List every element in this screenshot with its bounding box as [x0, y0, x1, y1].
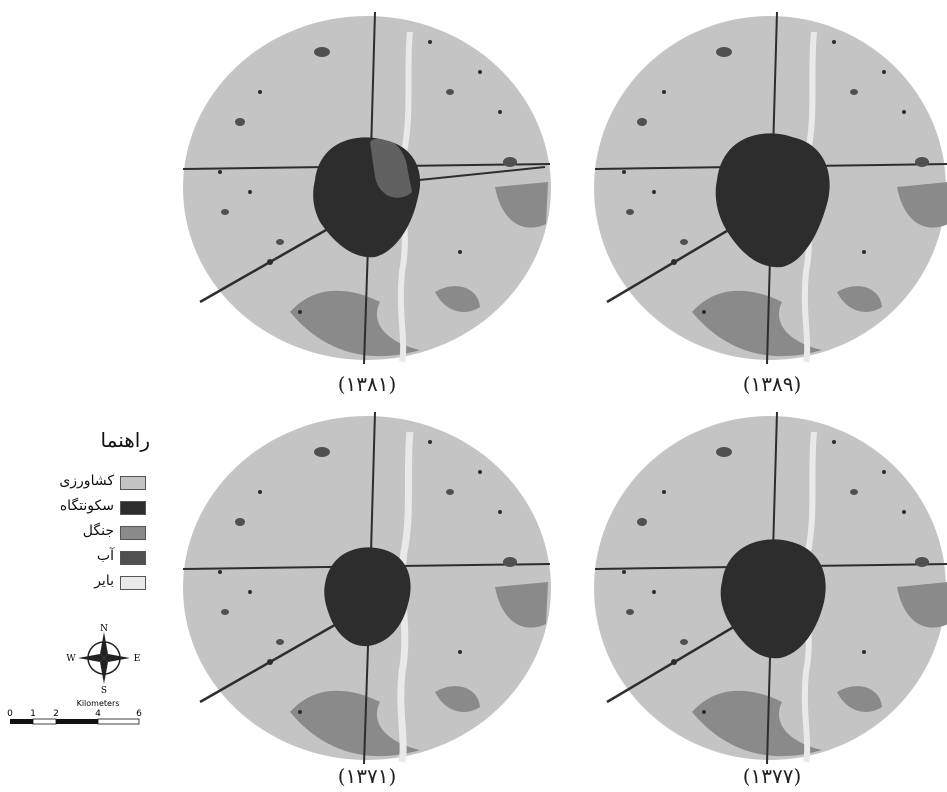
scale-unit: Kilometers — [77, 699, 120, 708]
legend-swatch — [120, 576, 146, 590]
map-caption-1381: (۱۳۸۱) — [337, 372, 397, 396]
land-use-map-1377 — [594, 412, 947, 764]
scale-tick-2: 2 — [53, 709, 59, 719]
scale-tick-4: 4 — [95, 709, 101, 719]
map-caption-1377: (۱۳۷۷) — [742, 764, 802, 788]
legend-swatch — [120, 526, 146, 540]
compass-w: W — [66, 654, 76, 664]
map-caption-1371: (۱۳۷۱) — [337, 764, 397, 788]
legend-label: جنگل — [82, 523, 114, 539]
map-caption-1389: (۱۳۸۹) — [742, 372, 802, 396]
compass-s: S — [101, 686, 107, 693]
legend-item-agriculture: کشاورزی — [38, 473, 146, 493]
legend-item-forest: جنگل — [38, 523, 146, 543]
compass-e: E — [134, 654, 141, 664]
legend-label: آب — [96, 548, 114, 564]
scale-tick-0: 0 — [7, 709, 13, 719]
scale-bar: Kilometers 0 1 2 4 6 — [7, 699, 142, 725]
legend-item-barren: بایر — [38, 573, 146, 593]
legend-item-settlement: سکونتگاه — [38, 498, 146, 518]
land-use-map-1371 — [182, 412, 551, 764]
legend-label: بایر — [94, 573, 114, 589]
compass-n: N — [100, 624, 108, 634]
legend-swatch — [120, 476, 146, 490]
scale-tick-1: 1 — [30, 709, 36, 719]
land-use-map-1381 — [182, 12, 551, 364]
scale-tick-6: 6 — [136, 709, 142, 719]
legend-label: سکونتگاه — [59, 498, 114, 514]
legend-swatch — [120, 501, 146, 515]
legend-title: راهنما — [100, 428, 150, 452]
compass-rose-icon: N S W E — [66, 624, 141, 693]
land-use-map-1389 — [594, 12, 947, 364]
map-legend: راهنما کشاورزی سکونتگاه جنگل آب بایر N S… — [0, 420, 160, 790]
legend-swatch — [120, 551, 146, 565]
legend-label: کشاورزی — [59, 473, 114, 489]
legend-item-water: آب — [38, 548, 146, 568]
